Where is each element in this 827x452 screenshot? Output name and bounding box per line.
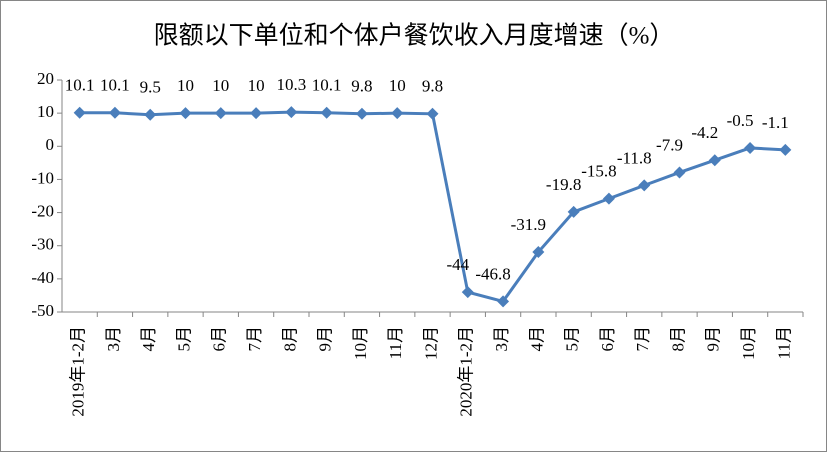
marker [497,295,510,308]
y-tick-label: -50 [31,301,54,320]
y-tick-label: -40 [31,268,54,287]
x-tick-label: 2019年1-2月 [69,326,88,417]
data-label: -11.8 [617,148,652,167]
marker [73,106,86,119]
marker [144,108,157,121]
x-tick-label: 4月 [139,326,158,352]
x-tick-label: 8月 [280,326,299,352]
marker [320,106,333,119]
x-tick-label: 5月 [174,326,193,352]
x-tick-label: 7月 [633,326,652,352]
data-label: 9.5 [140,78,161,97]
marker [391,107,404,120]
marker [602,192,615,205]
data-label: 10.1 [312,76,342,95]
y-tick-label: 10 [37,102,54,121]
x-tick-label: 2020年1-2月 [457,326,476,417]
y-tick-label: -30 [31,235,54,254]
data-label: 9.8 [351,77,372,96]
data-label: 10 [248,76,265,95]
x-tick-label: 12月 [421,326,440,360]
chart-title: 限额以下单位和个体户餐饮收入月度增速（%） [154,22,675,50]
data-label: 10 [177,76,194,95]
y-tick-label: -20 [31,201,54,220]
data-label: 9.8 [422,77,443,96]
data-label: -15.8 [581,162,616,181]
marker [567,205,580,218]
data-label: -46.8 [475,264,510,283]
marker [214,107,227,120]
x-tick-label: 8月 [668,326,687,352]
x-tick-label: 10月 [351,326,370,360]
data-label: -44 [446,255,469,274]
marker [426,107,439,120]
marker [744,141,757,154]
x-tick-label: 11月 [774,326,793,359]
marker [673,166,686,179]
x-tick-label: 9月 [316,326,335,352]
marker [179,107,192,120]
data-label: 10.3 [276,75,306,94]
y-tick-label: 20 [37,69,54,88]
marker [461,286,474,299]
x-tick-label: 3月 [492,326,511,352]
x-tick-label: 6月 [598,326,617,352]
marker [532,246,545,259]
marker [638,179,651,192]
x-tick-label: 5月 [563,326,582,352]
y-tick-label: 0 [46,135,55,154]
marker [285,106,298,119]
x-tick-label: 10月 [739,326,758,360]
marker [708,154,721,167]
x-tick-label: 3月 [104,326,123,352]
data-label: 10 [389,76,406,95]
data-label: -31.9 [511,215,546,234]
data-label: -19.8 [546,175,581,194]
data-label: -7.9 [656,135,683,154]
marker [355,107,368,120]
x-tick-label: 9月 [704,326,723,352]
data-label: -4.2 [691,123,718,142]
data-label: -1.1 [762,113,789,132]
data-label: 10.1 [65,76,95,95]
x-tick-label: 7月 [245,326,264,352]
data-label: 10 [212,76,229,95]
data-label: 10.1 [100,76,130,95]
x-tick-label: 11月 [386,326,405,359]
marker [108,106,121,119]
marker [250,107,263,120]
data-label: -0.5 [727,111,754,130]
y-tick-label: -10 [31,168,54,187]
x-tick-label: 4月 [527,326,546,352]
x-tick-label: 6月 [210,326,229,352]
marker [779,143,792,156]
